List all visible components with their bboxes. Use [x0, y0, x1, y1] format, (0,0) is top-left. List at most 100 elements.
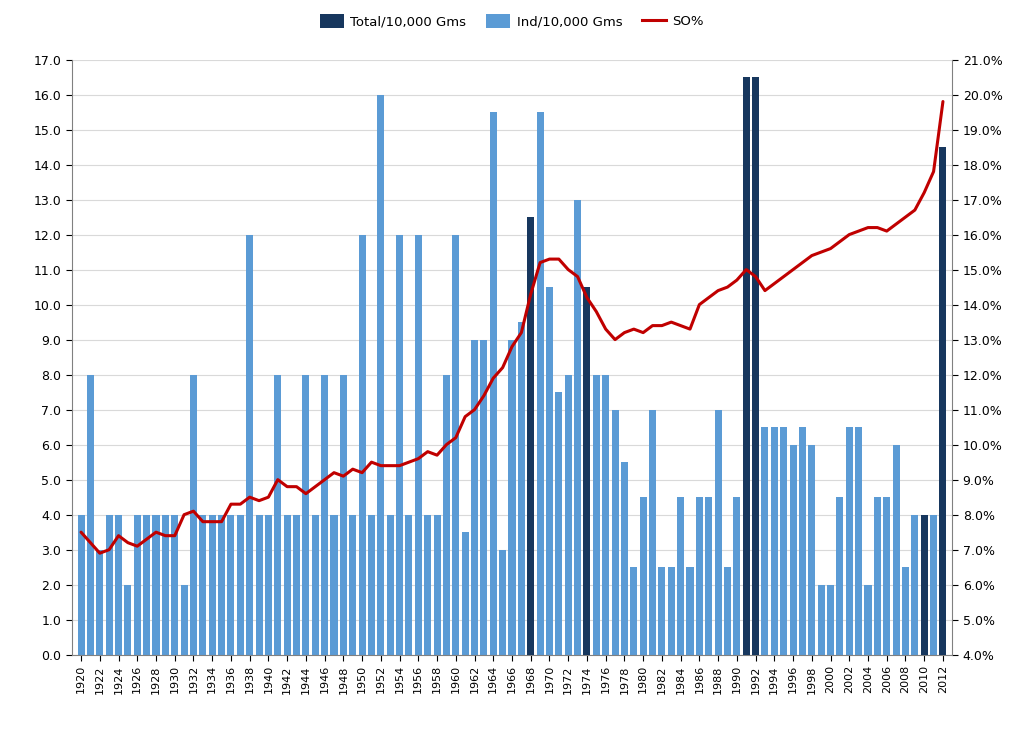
Bar	[537, 112, 544, 655]
SO%	[225, 500, 238, 509]
Bar	[584, 287, 591, 655]
Bar	[611, 410, 618, 655]
Bar	[311, 515, 318, 655]
SO%	[75, 527, 87, 536]
Bar	[855, 427, 862, 655]
Bar	[162, 515, 169, 655]
Bar	[180, 585, 187, 655]
Bar	[200, 515, 207, 655]
Bar	[780, 427, 787, 655]
Bar	[218, 515, 225, 655]
Bar	[621, 462, 628, 655]
Bar	[827, 585, 834, 655]
Bar	[143, 515, 151, 655]
Bar	[752, 77, 759, 655]
SO%	[515, 328, 527, 337]
Bar	[658, 567, 666, 655]
Bar	[124, 585, 131, 655]
Bar	[209, 515, 216, 655]
SO%	[937, 97, 949, 106]
Bar	[555, 392, 562, 655]
Bar	[884, 497, 890, 655]
Bar	[340, 375, 347, 655]
Bar	[87, 375, 94, 655]
Bar	[742, 322, 750, 655]
SO%	[684, 324, 696, 333]
Bar	[762, 427, 768, 655]
Bar	[771, 427, 778, 655]
Bar	[706, 497, 713, 655]
Bar	[752, 427, 759, 655]
Bar	[668, 567, 675, 655]
Bar	[742, 77, 750, 655]
Bar	[349, 515, 356, 655]
Bar	[686, 567, 693, 655]
Bar	[584, 392, 591, 655]
Bar	[78, 515, 85, 655]
Bar	[930, 515, 937, 655]
Bar	[677, 497, 684, 655]
Bar	[406, 515, 413, 655]
Bar	[358, 234, 366, 655]
Bar	[518, 322, 525, 655]
Bar	[631, 567, 637, 655]
Bar	[433, 515, 440, 655]
Bar	[640, 497, 647, 655]
Bar	[939, 445, 946, 655]
Bar	[396, 234, 403, 655]
Bar	[443, 375, 450, 655]
Bar	[171, 515, 178, 655]
Bar	[256, 515, 262, 655]
Bar	[377, 94, 384, 655]
Bar	[602, 375, 609, 655]
Bar	[331, 515, 338, 655]
Bar	[724, 567, 731, 655]
Bar	[817, 585, 824, 655]
Bar	[873, 497, 881, 655]
SO%	[768, 279, 780, 288]
SO%	[197, 517, 209, 526]
Bar	[424, 515, 431, 655]
Bar	[527, 217, 535, 655]
Bar	[790, 445, 797, 655]
Bar	[105, 515, 113, 655]
Bar	[322, 375, 328, 655]
SO%	[262, 493, 274, 501]
Bar	[237, 515, 244, 655]
Bar	[96, 550, 103, 655]
Bar	[274, 375, 282, 655]
Bar	[893, 445, 900, 655]
Bar	[415, 234, 422, 655]
Bar	[509, 339, 515, 655]
Bar	[649, 410, 656, 655]
Bar	[564, 375, 571, 655]
Bar	[864, 585, 871, 655]
Bar	[153, 515, 160, 655]
Bar	[368, 515, 375, 655]
Bar	[190, 375, 197, 655]
Bar	[246, 234, 253, 655]
Bar	[227, 515, 234, 655]
Legend: Total/10,000 Gms, Ind/10,000 Gms, SO%: Total/10,000 Gms, Ind/10,000 Gms, SO%	[316, 10, 708, 33]
Bar	[453, 234, 460, 655]
Bar	[921, 515, 928, 655]
Bar	[715, 410, 722, 655]
Bar	[902, 567, 909, 655]
Bar	[846, 427, 853, 655]
Bar	[799, 427, 806, 655]
Bar	[939, 147, 946, 655]
Bar	[480, 339, 487, 655]
Bar	[837, 497, 844, 655]
Line: SO%: SO%	[81, 101, 943, 554]
Bar	[593, 375, 600, 655]
Bar	[489, 112, 497, 655]
Bar	[911, 515, 919, 655]
Bar	[499, 550, 506, 655]
Bar	[115, 515, 122, 655]
Bar	[462, 532, 469, 655]
Bar	[284, 515, 291, 655]
Bar	[921, 515, 928, 655]
Bar	[293, 515, 300, 655]
Bar	[696, 497, 702, 655]
Bar	[546, 287, 553, 655]
